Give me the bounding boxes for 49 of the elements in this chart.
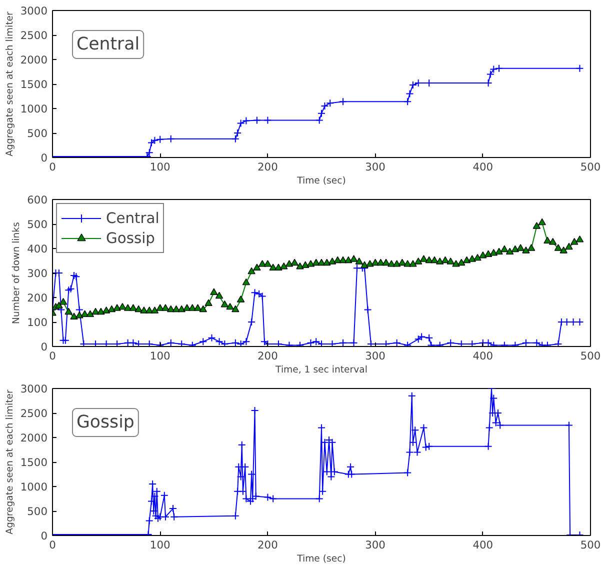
y-axis-title: Number of down links — [11, 222, 22, 324]
x-tick-label: 100 — [150, 538, 170, 552]
y-axis-title: Aggregate seen at each limiter — [4, 11, 16, 156]
x-tick-label: 100 — [150, 160, 170, 174]
x-tick-label: 200 — [258, 538, 278, 552]
x-tick-label: 300 — [365, 538, 386, 552]
y-tick-label: 1500 — [20, 456, 48, 469]
x-tick-label: 500 — [580, 160, 601, 174]
x-tick-label: 0 — [49, 160, 56, 174]
x-axis-title: Time (sec) — [296, 554, 346, 564]
x-tick-label: 500 — [580, 538, 601, 552]
y-tick-label: 2500 — [20, 407, 48, 420]
y-tick-label: 0 — [40, 530, 48, 542]
x-tick-label: 400 — [472, 538, 494, 552]
x-tick-label: 500 — [580, 350, 601, 362]
x-tick-label: 0 — [49, 538, 56, 552]
y-tick-label: 500 — [27, 127, 48, 140]
y-tick-label: 300 — [27, 267, 48, 280]
y-tick-label: 400 — [27, 242, 48, 256]
x-tick-label: 200 — [258, 160, 278, 174]
y-tick-label: 1500 — [20, 78, 48, 91]
y-tick-label: 0 — [40, 340, 48, 354]
x-tick-label: 100 — [150, 350, 170, 362]
y-tick-label: 1000 — [20, 480, 48, 494]
x-axis-title: Time (sec) — [296, 176, 346, 186]
x-tick-label: 300 — [365, 160, 386, 174]
y-tick-label: 500 — [27, 218, 48, 231]
y-tick-label: 2000 — [20, 54, 48, 66]
x-axis-title: Time, 1 sec interval — [274, 364, 368, 376]
y-tick-label: 500 — [27, 505, 48, 518]
x-tick-label: 200 — [258, 350, 278, 362]
legend-label: Gossip — [106, 230, 155, 246]
y-tick-label: 3000 — [20, 4, 48, 18]
y-tick-label: 100 — [27, 316, 48, 329]
y-tick-label: 0 — [40, 152, 48, 164]
y-tick-label: 2500 — [20, 29, 48, 42]
y-axis-title: Aggregate seen at each limiter — [4, 389, 16, 534]
x-tick-label: 300 — [365, 350, 386, 362]
x-tick-label: 400 — [472, 160, 494, 174]
annotation: Central — [76, 34, 140, 54]
x-tick-label: 0 — [49, 350, 56, 362]
y-tick-label: 3000 — [20, 382, 48, 396]
y-tick-label: 2000 — [20, 432, 48, 444]
y-tick-label: 600 — [27, 194, 48, 206]
x-tick-label: 400 — [472, 350, 494, 362]
y-tick-label: 1000 — [20, 102, 48, 116]
legend-label: Central — [106, 210, 160, 226]
y-tick-label: 200 — [27, 292, 48, 304]
annotation: Gossip — [76, 412, 134, 432]
